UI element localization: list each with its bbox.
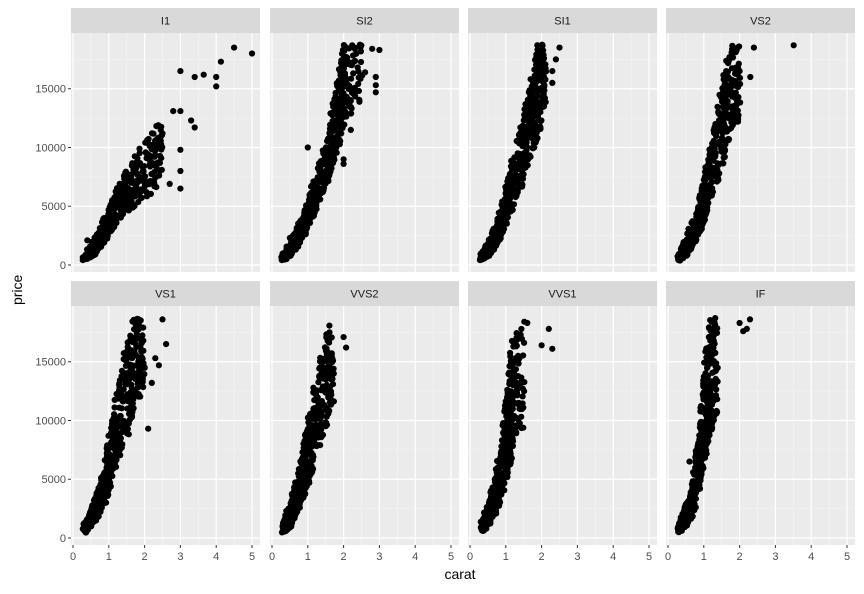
facet-strip-label: I1	[161, 16, 170, 28]
scatter-points	[476, 41, 563, 264]
x-tick-label: 2	[341, 551, 347, 563]
facet-strip	[270, 281, 459, 306]
y-tick-label: 5000	[42, 201, 66, 213]
facet-strip	[666, 8, 855, 33]
x-tick-label: 2	[539, 551, 545, 563]
y-axis-title: price	[9, 274, 25, 305]
facet-panel-vvs1: VVS1 0 1 2 3 4 5	[467, 281, 657, 563]
x-tick-label: 0	[467, 551, 473, 563]
facet-strip-label: VVS2	[350, 289, 378, 301]
x-tick-label: 4	[412, 551, 418, 563]
x-tick-label: 0	[70, 551, 76, 563]
x-tick-label: 3	[177, 551, 183, 563]
x-tick-label: 5	[448, 551, 454, 563]
facet-strip-label: VS1	[155, 289, 176, 301]
scatter-points	[278, 41, 383, 264]
scatter-points	[79, 315, 170, 536]
facet-panel-vs1: VS1 0 5000 10000 15000 0 1 2 3 4 5	[35, 281, 260, 563]
facet-panel-si1: SI1	[468, 8, 657, 272]
x-axis-title: carat	[444, 566, 476, 582]
x-tick-label: 4	[610, 551, 616, 563]
y-tick-label: 15000	[35, 84, 66, 96]
facet-strip	[468, 281, 657, 306]
x-tick-label: 3	[574, 551, 580, 563]
x-tick-label: 1	[701, 551, 707, 563]
x-tick-label: 3	[772, 551, 778, 563]
scatter-points	[674, 42, 797, 264]
x-tick-label: 1	[503, 551, 509, 563]
x-tick-label: 5	[844, 551, 850, 563]
y-tick-label: 10000	[35, 142, 66, 154]
facet-strip	[666, 281, 855, 306]
facet-panel-si2: SI2	[270, 8, 459, 272]
x-tick-label: 2	[737, 551, 743, 563]
facet-strip	[270, 8, 459, 33]
scatter-points	[79, 44, 256, 264]
y-tick-label: 0	[60, 260, 66, 272]
y-tick-label: 15000	[35, 357, 66, 369]
x-tick-label: 4	[808, 551, 814, 563]
facet-strip	[71, 8, 260, 33]
y-tick-label: 5000	[42, 474, 66, 486]
facet-panel-vvs2: VVS2 0 1 2 3 4 5	[269, 281, 459, 563]
x-tick-label: 3	[376, 551, 382, 563]
scatter-points	[477, 318, 556, 535]
facet-strip-label: SI1	[554, 16, 571, 28]
facet-strip	[468, 8, 657, 33]
x-tick-label: 4	[213, 551, 219, 563]
x-tick-label: 1	[305, 551, 311, 563]
x-tick-label: 0	[665, 551, 671, 563]
facet-strip-label: VVS1	[548, 289, 576, 301]
y-tick-label: 0	[60, 533, 66, 545]
facet-strip-label: VS2	[750, 16, 771, 28]
facet-panel-vs2: VS2	[666, 8, 855, 272]
y-tick-label: 10000	[35, 415, 66, 427]
scatter-points	[278, 322, 350, 536]
facet-panel-i1: I1 0 5000 10000 15000	[35, 8, 260, 272]
facet-strip-label: IF	[756, 289, 766, 301]
x-tick-label: 2	[142, 551, 148, 563]
x-tick-label: 5	[249, 551, 255, 563]
x-tick-label: 5	[646, 551, 652, 563]
facet-strip	[71, 281, 260, 306]
facet-panel-if: IF 0 1 2 3 4 5	[665, 281, 855, 563]
x-tick-label: 1	[106, 551, 112, 563]
scatter-points	[674, 315, 754, 536]
facet-strip-label: SI2	[356, 16, 373, 28]
x-tick-label: 0	[269, 551, 275, 563]
